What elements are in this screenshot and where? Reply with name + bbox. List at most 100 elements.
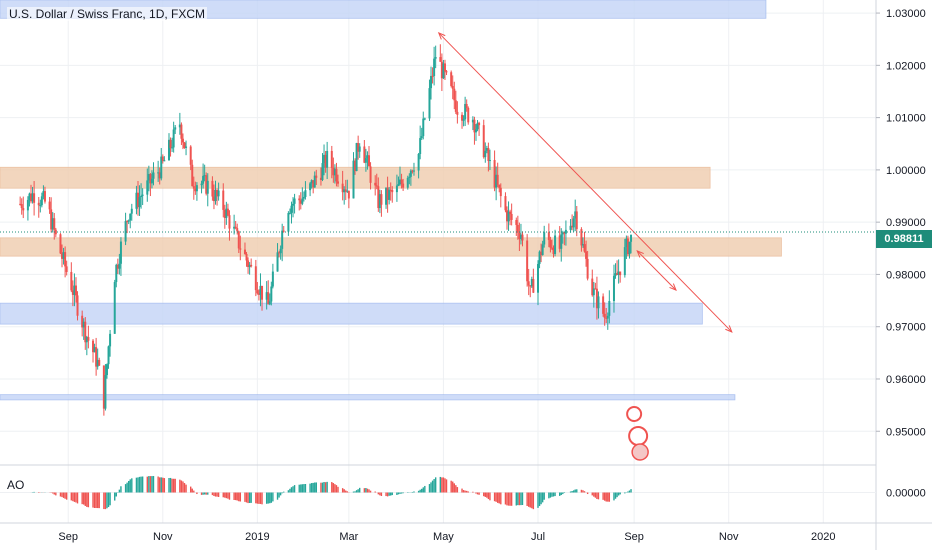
candle-body <box>592 288 595 296</box>
candle-body <box>279 248 282 254</box>
candle-body <box>505 210 508 222</box>
candle-body <box>119 241 122 264</box>
candle-body <box>487 148 490 161</box>
candle-body <box>400 179 403 184</box>
candle-body <box>217 190 220 197</box>
candle-body <box>399 179 402 185</box>
candle-body <box>626 238 629 255</box>
candle-body <box>62 252 65 259</box>
candle-body <box>51 218 54 230</box>
candle-body <box>281 230 284 249</box>
candle-body <box>237 231 240 249</box>
candle-body <box>40 196 43 206</box>
time-tick-label: Nov <box>153 531 173 543</box>
candle-body <box>625 238 628 248</box>
candle-body <box>431 75 434 77</box>
trendline-arrowhead <box>669 283 677 292</box>
candle-body <box>623 247 626 276</box>
candle-body <box>226 208 229 216</box>
candle-body <box>64 252 67 267</box>
candle-body <box>614 273 617 276</box>
candle-body <box>30 193 33 202</box>
candle-body <box>563 232 566 234</box>
price-tick-label: 1.00000 <box>886 165 926 177</box>
candle-body <box>98 359 101 366</box>
candle-body <box>282 230 285 232</box>
time-tick-label: Mar <box>339 531 358 543</box>
candle-body <box>433 58 436 76</box>
candle-body <box>200 183 203 186</box>
candle-body <box>171 147 174 149</box>
candle-body <box>495 174 498 188</box>
symbol-title: U.S. Dollar / Swiss Franc, 1D, FXCM <box>7 7 208 21</box>
candle-body <box>554 235 557 255</box>
candle-body <box>129 213 132 221</box>
time-tick-label: Sep <box>58 531 78 543</box>
candle-body <box>406 177 409 188</box>
candle-body <box>243 249 246 254</box>
candle-body <box>169 139 172 148</box>
candle-body <box>65 266 68 272</box>
candle-body <box>104 375 107 409</box>
candle-body <box>127 220 130 222</box>
candle-body <box>302 196 305 199</box>
candle-body <box>595 288 598 309</box>
candle-body <box>116 264 119 269</box>
candle-body <box>301 198 304 204</box>
candle-body <box>96 359 99 367</box>
candle-body <box>552 248 555 255</box>
candle-body <box>439 57 442 62</box>
candle-body <box>115 264 118 283</box>
candle-body <box>326 150 329 168</box>
candle-body <box>265 292 268 300</box>
candle-body <box>335 168 338 182</box>
candle-body <box>315 175 318 178</box>
candle-body <box>412 170 415 172</box>
candle-body <box>81 315 84 328</box>
candle-body <box>330 150 333 168</box>
candle-body <box>474 129 477 133</box>
candle-body <box>549 240 552 248</box>
candle-body <box>515 219 518 225</box>
candle-body <box>464 103 467 120</box>
candle-body <box>206 180 209 194</box>
candle-body <box>130 208 133 214</box>
candle-body <box>59 234 62 254</box>
candle-body <box>124 221 127 242</box>
candle-body <box>85 337 88 343</box>
candle-body <box>420 136 423 139</box>
candle-body <box>178 124 181 128</box>
candle-body <box>180 124 183 139</box>
candle-body <box>493 160 496 188</box>
candle-body <box>485 148 488 151</box>
candle-body <box>504 196 507 211</box>
candle-body <box>39 205 42 207</box>
candle-body <box>87 337 90 341</box>
candle-body <box>484 150 487 158</box>
candle-body <box>499 187 502 197</box>
candle-body <box>402 183 405 188</box>
candle-body <box>617 271 620 275</box>
candle-body <box>157 172 160 174</box>
candle-body <box>290 205 293 213</box>
candle-body <box>343 189 346 193</box>
candle-body <box>540 251 543 256</box>
candle-body <box>561 232 564 235</box>
candle-body <box>203 175 206 177</box>
candle-body <box>354 160 357 171</box>
candle-body <box>575 211 578 230</box>
candle-body <box>324 154 327 168</box>
candle-body <box>239 248 242 250</box>
resistance-zone <box>0 237 782 257</box>
candle-body <box>109 333 112 347</box>
candle-body <box>312 180 315 188</box>
candle-body <box>332 167 335 176</box>
candle-body <box>304 190 307 197</box>
candle-body <box>521 234 524 241</box>
candle-body <box>205 175 208 194</box>
candle-body <box>363 146 366 163</box>
candle-body <box>141 194 144 196</box>
